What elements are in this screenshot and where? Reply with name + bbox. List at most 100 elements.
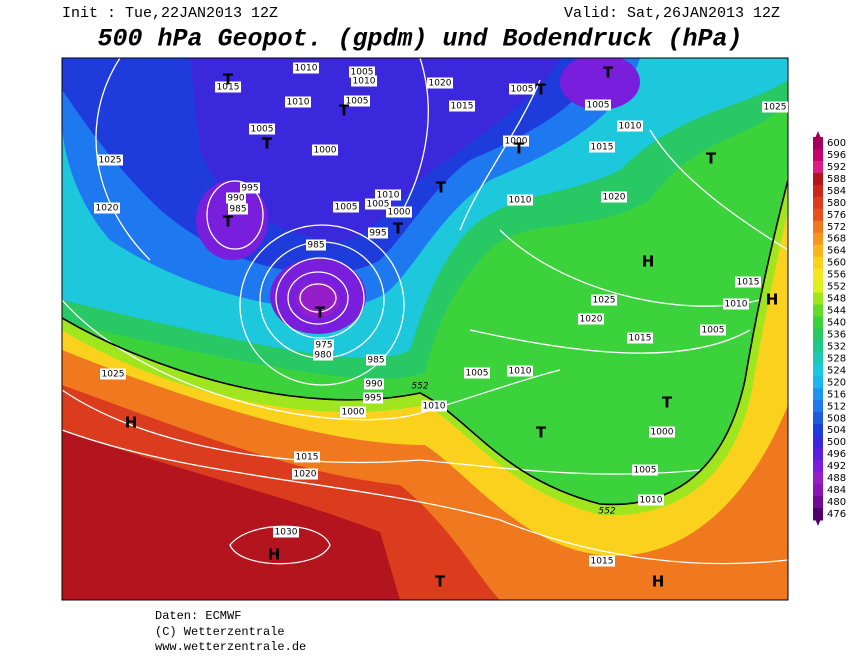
- isobar-label: 1000: [651, 428, 674, 438]
- isobar-label-box: [507, 365, 533, 377]
- isobar-label-box: [364, 378, 384, 390]
- isobar-label: 1005: [251, 125, 274, 135]
- isobar-label-box: [294, 451, 320, 463]
- isobar-label: 980: [314, 351, 331, 361]
- legend-label: 520: [827, 377, 846, 388]
- legend-label: 548: [827, 294, 846, 305]
- legend-band: [813, 496, 823, 509]
- isobar-label: 1020: [96, 204, 119, 214]
- isobar-label-box: [617, 120, 643, 132]
- legend-label: 512: [827, 401, 846, 412]
- isobar-label: 1010: [353, 77, 376, 87]
- isobar-label: 1010: [725, 300, 748, 310]
- isobar-label-box: [375, 189, 401, 201]
- isobar-label-box: [94, 202, 120, 214]
- isobar-label-box: [351, 75, 377, 87]
- isobar-label-box: [638, 494, 664, 506]
- pressure-center: T: [262, 135, 273, 153]
- map-frame: [61, 57, 789, 601]
- data-source: Daten: ECMWF: [155, 609, 241, 623]
- isobar-label-box: [273, 526, 299, 538]
- pressure-center: H: [125, 414, 138, 432]
- legend-band: [813, 424, 823, 437]
- isobar-label: 1020: [580, 315, 603, 325]
- pressure-center: T: [514, 140, 525, 158]
- legend-band: [813, 196, 823, 210]
- isobar-label-box: [507, 194, 533, 206]
- isobar-label-box: [723, 298, 749, 310]
- legend-band: [813, 376, 823, 389]
- legend-label: 480: [827, 497, 846, 508]
- legend-label: 572: [827, 222, 846, 233]
- legend-label: 552: [827, 282, 846, 293]
- isobar-label: 990: [365, 380, 382, 390]
- legend-label: 600: [827, 138, 846, 149]
- isobar-label-box: [427, 77, 453, 89]
- isobar-label: 1000: [388, 208, 411, 218]
- isobar-label: 1020: [603, 193, 626, 203]
- isobar-label: 1005: [702, 326, 725, 336]
- isobar-label-box: [365, 198, 391, 210]
- legend-band: [813, 340, 823, 353]
- isobar-label: 1025: [593, 296, 616, 306]
- isobar-label: 1010: [509, 367, 532, 377]
- isobar-label: 985: [229, 205, 246, 215]
- legend-band: [813, 172, 823, 186]
- isobar-label: 1010: [295, 64, 318, 74]
- isobar-label-box: [312, 144, 338, 156]
- isobar-label-box: [601, 191, 627, 203]
- isobar-label-box: [240, 182, 260, 194]
- pressure-center: T: [315, 304, 326, 322]
- isobar-label: 1025: [99, 156, 122, 166]
- isobar-label-box: [249, 123, 275, 135]
- legend-band: [813, 304, 823, 318]
- legend-label: 560: [827, 258, 846, 269]
- legend-band: [813, 160, 823, 174]
- isobar-label-box: [292, 468, 318, 480]
- pressure-center: T: [223, 71, 234, 89]
- isobar-label-box: [215, 81, 241, 93]
- isobar-label: 1010: [619, 122, 642, 132]
- isobar-label: 1015: [296, 453, 319, 463]
- isobar-label-box: [449, 100, 475, 112]
- legend-label: 564: [827, 246, 846, 257]
- isobar-label: 1005: [634, 466, 657, 476]
- isobar-label-box: [578, 313, 604, 325]
- isobar-label: 1015: [629, 334, 652, 344]
- legend-label: 516: [827, 389, 846, 400]
- pressure-center: T: [536, 81, 547, 99]
- isobar-label-box: [700, 324, 726, 336]
- color-legend: 6005965925885845805765725685645605565525…: [813, 131, 846, 526]
- isobar-label: 1005: [346, 97, 369, 107]
- isobar-label-box: [627, 332, 653, 344]
- legend-band: [813, 460, 823, 473]
- pressure-center: T: [536, 424, 547, 442]
- isobar-label-box: [340, 406, 366, 418]
- legend-label: 496: [827, 449, 846, 460]
- legend-band: [813, 220, 823, 234]
- pressure-center: H: [652, 573, 665, 591]
- legend-label: 588: [827, 174, 846, 185]
- isobar-label: 1020: [294, 470, 317, 480]
- isobar-label: 1005: [335, 203, 358, 213]
- valid-time: Valid: Sat,26JAN2013 12Z: [564, 5, 780, 22]
- isobar-label-box: [100, 368, 126, 380]
- legend-label: 500: [827, 437, 846, 448]
- isobar-label-box: [464, 367, 490, 379]
- 552-contour: [62, 179, 788, 506]
- legend-label: 592: [827, 162, 846, 173]
- isobar-label: 995: [369, 229, 386, 239]
- legend-label: 484: [827, 485, 846, 496]
- legend-band: [813, 448, 823, 461]
- isobar-label: 1010: [423, 402, 446, 412]
- isobar-label-box: [314, 339, 334, 351]
- legend-band: [813, 244, 823, 258]
- isobar-label-box: [509, 83, 535, 95]
- isobar-label: 1005: [587, 101, 610, 111]
- legend-label: 540: [827, 318, 846, 329]
- legend-label: 580: [827, 198, 846, 209]
- legend-label: 544: [827, 306, 846, 317]
- legend-label: 504: [827, 425, 846, 436]
